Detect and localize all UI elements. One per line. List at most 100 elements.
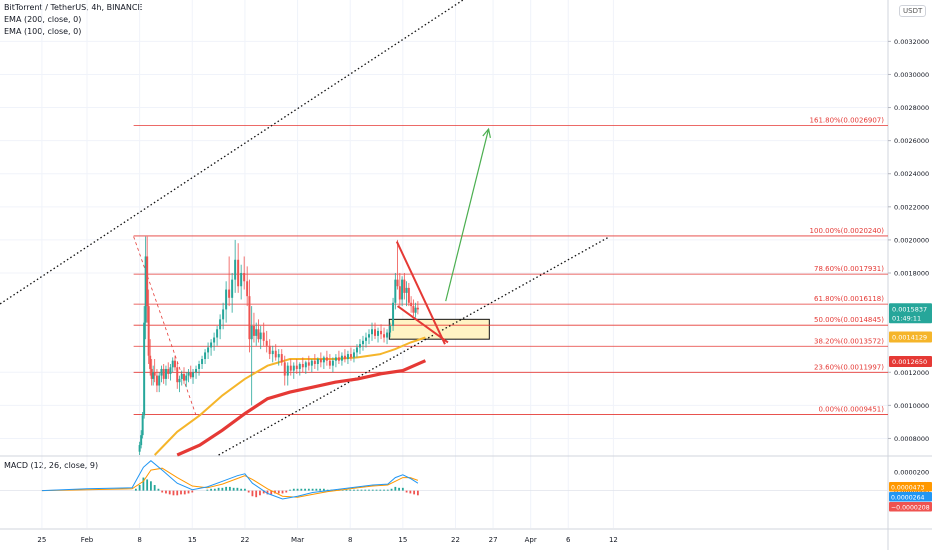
- candle-body: [410, 302, 413, 307]
- candle-body: [201, 359, 204, 364]
- macd-histogram-bar: [221, 487, 224, 491]
- price-tag-value: 0.0012650: [892, 358, 927, 366]
- candle-body: [380, 330, 383, 335]
- candle-body: [352, 352, 355, 358]
- candle-body: [371, 329, 374, 335]
- wedge-lower-line: [396, 305, 449, 344]
- ema100-legend[interactable]: EMA (100, close, 0): [4, 27, 82, 36]
- macd-histogram-bar: [225, 486, 228, 491]
- candle-body: [222, 309, 225, 320]
- candle-body: [280, 354, 283, 363]
- macd-histogram-bar: [364, 489, 367, 491]
- fib-level-label: 23.60%(0.0011997): [814, 363, 884, 371]
- candle-body: [178, 378, 181, 383]
- macd-legend[interactable]: MACD (12, 26, close, 9): [4, 461, 99, 470]
- candle-body: [144, 256, 147, 323]
- candle-body: [248, 296, 251, 340]
- macd-tag-value: −0.0000208: [891, 505, 930, 512]
- macd-histogram-bar: [296, 488, 299, 491]
- macd-histogram-bar: [368, 489, 370, 491]
- candle-body: [304, 362, 307, 368]
- candle-body: [207, 347, 210, 353]
- macd-histogram-bar: [277, 490, 280, 494]
- macd-tag-box: [889, 492, 932, 502]
- price-tag-box: [889, 331, 932, 343]
- candle-body: [162, 368, 165, 379]
- macd-histogram-bar: [206, 489, 209, 491]
- candle-body: [405, 287, 408, 293]
- candle-body: [176, 367, 179, 383]
- candle-body: [155, 375, 158, 386]
- candle-body: [195, 368, 198, 373]
- candle-body: [358, 344, 361, 348]
- candle-body: [283, 362, 286, 376]
- price-axis-tick-label: 0.0020000: [894, 236, 929, 244]
- macd-histogram-bar: [319, 488, 322, 491]
- macd-histogram-bar: [383, 489, 385, 491]
- macd-tag-value: 0.0000264: [891, 495, 925, 502]
- candle-body: [277, 354, 280, 358]
- candle-body: [180, 373, 183, 379]
- fib-level-label: 0.00%(0.0009451): [818, 405, 884, 413]
- candle-body: [183, 373, 186, 381]
- macd-histogram-bar: [187, 490, 190, 494]
- macd-histogram-bar: [146, 479, 149, 491]
- candle-body: [189, 372, 192, 378]
- candle-body: [337, 357, 340, 361]
- candle-body: [389, 325, 392, 333]
- candle-body: [259, 332, 262, 340]
- candle-body: [147, 306, 150, 356]
- candle-body: [295, 365, 298, 369]
- candle-body: [364, 337, 367, 341]
- macd-histogram-bar: [413, 490, 416, 495]
- macd-histogram-bar: [138, 485, 141, 491]
- candle-body: [250, 325, 253, 340]
- macd-histogram-bar: [416, 490, 419, 496]
- price-axis-tick-label: 0.0032000: [894, 38, 929, 46]
- macd-tag-value: 0.0000473: [891, 485, 925, 492]
- candle-body: [386, 332, 389, 338]
- candle-body: [343, 355, 346, 360]
- macd-histogram-bar: [375, 489, 378, 491]
- price-axis-tick-label: 0.0018000: [894, 270, 929, 278]
- macd-histogram-bar: [191, 490, 194, 493]
- candle-body: [150, 368, 153, 379]
- candle-body: [192, 372, 195, 378]
- candle-body: [403, 279, 406, 293]
- candle-body: [140, 435, 143, 446]
- macd-histogram-bar: [150, 481, 152, 491]
- time-axis-tick-label: 8: [348, 536, 352, 544]
- candle-body: [262, 332, 265, 341]
- macd-histogram-bar: [259, 490, 261, 496]
- macd-signal-line: [41, 467, 419, 498]
- macd-histogram-bar: [134, 488, 137, 491]
- macd-histogram-bar: [228, 486, 231, 491]
- candle-body: [374, 329, 377, 336]
- candle-body: [355, 347, 358, 353]
- macd-histogram-bar: [180, 490, 182, 495]
- macd-histogram-bar: [289, 489, 291, 491]
- candle-body: [225, 289, 228, 310]
- time-axis-tick-label: 22: [451, 536, 460, 544]
- currency-badge[interactable]: USDT: [899, 5, 927, 17]
- fib-level-label: 61.80%(0.0016118): [814, 295, 884, 303]
- ema200-legend[interactable]: EMA (200, close, 0): [4, 15, 82, 24]
- target-arrow-line: [445, 128, 490, 302]
- macd-histogram-bar: [153, 485, 156, 491]
- time-axis-tick-label: 12: [609, 536, 618, 544]
- candle-body: [401, 279, 404, 300]
- price-axis-tick-label: 0.0008000: [894, 435, 929, 443]
- candle-body: [316, 359, 319, 364]
- time-axis-tick-label: 6: [566, 536, 571, 544]
- macd-histogram-bar: [270, 490, 273, 495]
- macd-histogram-bar: [353, 489, 355, 491]
- wedge-upper-line: [395, 241, 446, 345]
- ema200-line: [176, 359, 427, 457]
- candle-body: [398, 286, 401, 300]
- macd-histogram-bar: [356, 489, 359, 491]
- macd-histogram-bar: [176, 490, 179, 496]
- macd-histogram-bar: [172, 490, 175, 496]
- macd-line: [41, 460, 419, 500]
